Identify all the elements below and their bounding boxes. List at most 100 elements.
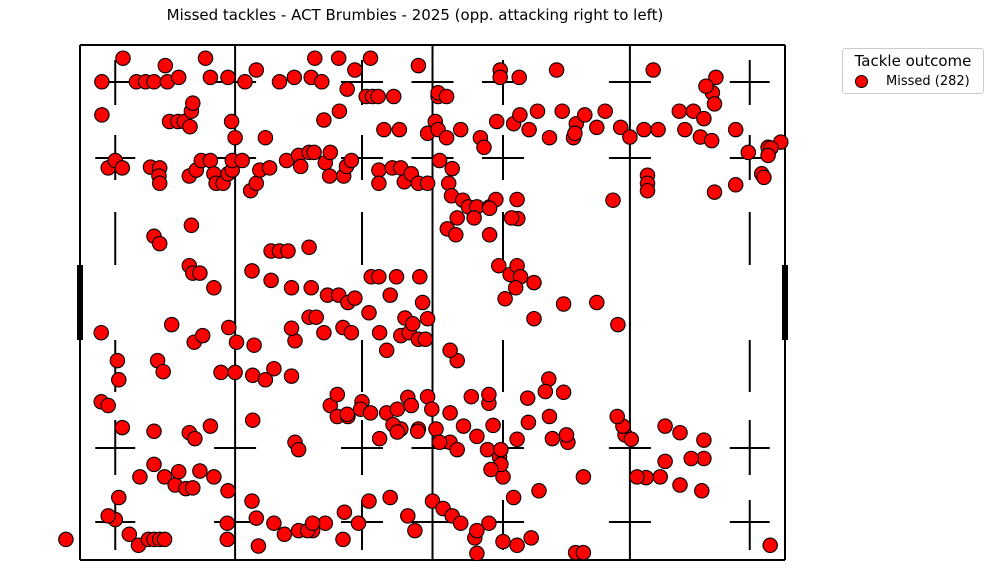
tackle-point-352 [469, 545, 485, 562]
tackle-point-11 [645, 62, 661, 78]
tackle-point-287 [672, 424, 688, 441]
tackle-point-32 [385, 88, 402, 105]
legend-marker-icon [855, 75, 868, 88]
tackle-point-40 [597, 103, 613, 119]
tackle-point-79 [650, 121, 666, 138]
tackle-point-146 [727, 177, 744, 193]
tackle-point-281 [509, 431, 525, 448]
tackle-point-275 [409, 423, 426, 440]
pitch-lines [77, 44, 788, 561]
tackle-point-198 [228, 334, 245, 350]
tackle-point-153 [192, 265, 208, 281]
tackle-point-178 [481, 200, 498, 217]
tackle-point-236 [283, 368, 300, 384]
tackle-point-219 [442, 405, 458, 421]
tackle-point-282 [544, 430, 561, 447]
tackle-point-225 [537, 383, 554, 400]
tackle-point-170 [388, 269, 405, 285]
tackle-point-74 [577, 107, 593, 123]
tackle-point-147 [756, 169, 772, 186]
tackle-point-280 [485, 417, 501, 434]
tackle-point-231 [213, 364, 229, 381]
tackle-point-96 [151, 175, 168, 192]
tackle-point-235 [257, 372, 274, 388]
tackle-point-330 [424, 493, 441, 509]
goal-post-right [782, 265, 788, 340]
tackle-point-21 [202, 69, 219, 86]
tackle-point-133 [440, 175, 457, 192]
tackle-point-283 [558, 427, 575, 443]
tackle-point-123 [371, 162, 387, 178]
tackle-point-76 [612, 119, 629, 136]
tackle-point-161 [283, 280, 300, 296]
tackle-point-232 [227, 364, 243, 381]
tackle-point-36 [492, 69, 508, 86]
tackle-point-130 [419, 175, 436, 192]
tackle-point-180 [503, 210, 520, 226]
tackle-point-154 [206, 280, 222, 296]
tackle-point-286 [657, 418, 673, 434]
tackle-point-23 [237, 74, 253, 90]
tackle-point-43 [696, 110, 712, 127]
tackle-point-58 [391, 121, 408, 138]
tackle-point-52 [223, 113, 240, 130]
legend-label: Missed (282) [886, 74, 970, 89]
tackle-point-243 [403, 397, 420, 414]
tackle-point-5 [330, 50, 347, 66]
tackle-point-265 [146, 423, 162, 440]
tackle-point-297 [575, 469, 592, 485]
tackle-point-172 [414, 294, 431, 311]
tackle-point-269 [244, 412, 261, 428]
tackle-point-88 [760, 147, 776, 164]
tackle-point-100 [202, 152, 219, 169]
tackle-point-177 [466, 210, 482, 226]
tackle-point-169 [382, 287, 398, 303]
tackle-point-196 [194, 327, 211, 344]
tackle-point-318 [248, 510, 265, 526]
tackle-point-63 [452, 121, 469, 138]
tackle-point-209 [378, 342, 395, 359]
tackle-point-230 [155, 363, 171, 380]
tackle-point-199 [246, 337, 262, 353]
tackle-point-8 [410, 57, 427, 74]
tackle-point-313 [185, 480, 201, 496]
tackle-point-326 [361, 493, 377, 509]
tackle-point-285 [623, 431, 640, 448]
tackle-point-327 [382, 489, 398, 506]
tackle-point-337 [509, 537, 525, 554]
tackle-point-237 [322, 397, 339, 414]
tackle-point-192 [610, 316, 626, 333]
tackle-point-53 [227, 129, 243, 146]
tackle-point-162 [303, 280, 319, 296]
tackle-point-77 [622, 129, 638, 145]
tackle-point-14 [698, 78, 714, 94]
tackle-point-80 [677, 121, 693, 138]
tackle-point-141 [605, 192, 621, 208]
tackle-point-51 [185, 95, 201, 111]
tackle-point-316 [220, 483, 236, 499]
tackle-point-292 [652, 469, 668, 485]
tackle-point-339 [58, 531, 74, 548]
tackle-point-10 [548, 62, 565, 78]
tackle-point-182 [491, 257, 507, 274]
tackle-point-298 [531, 483, 547, 499]
tackle-point-193 [93, 324, 109, 341]
tackle-point-215 [417, 331, 434, 348]
tackle-point-325 [350, 515, 367, 531]
tackle-point-107 [234, 152, 250, 169]
tackle-point-65 [476, 139, 492, 156]
tackle-point-345 [219, 531, 236, 548]
tackle-point-166 [347, 290, 363, 306]
tackle-point-57 [376, 121, 392, 138]
tackle-point-290 [683, 450, 699, 467]
tackle-point-175 [448, 227, 464, 243]
tackle-point-7 [362, 50, 379, 66]
tackle-point-85 [740, 144, 757, 161]
tackle-point-150 [151, 235, 168, 252]
tackle-point-238 [329, 386, 346, 403]
tackle-point-111 [261, 160, 278, 176]
tackle-point-335 [481, 515, 497, 531]
tackle-point-217 [442, 342, 458, 359]
tackle-point-258 [541, 408, 558, 425]
